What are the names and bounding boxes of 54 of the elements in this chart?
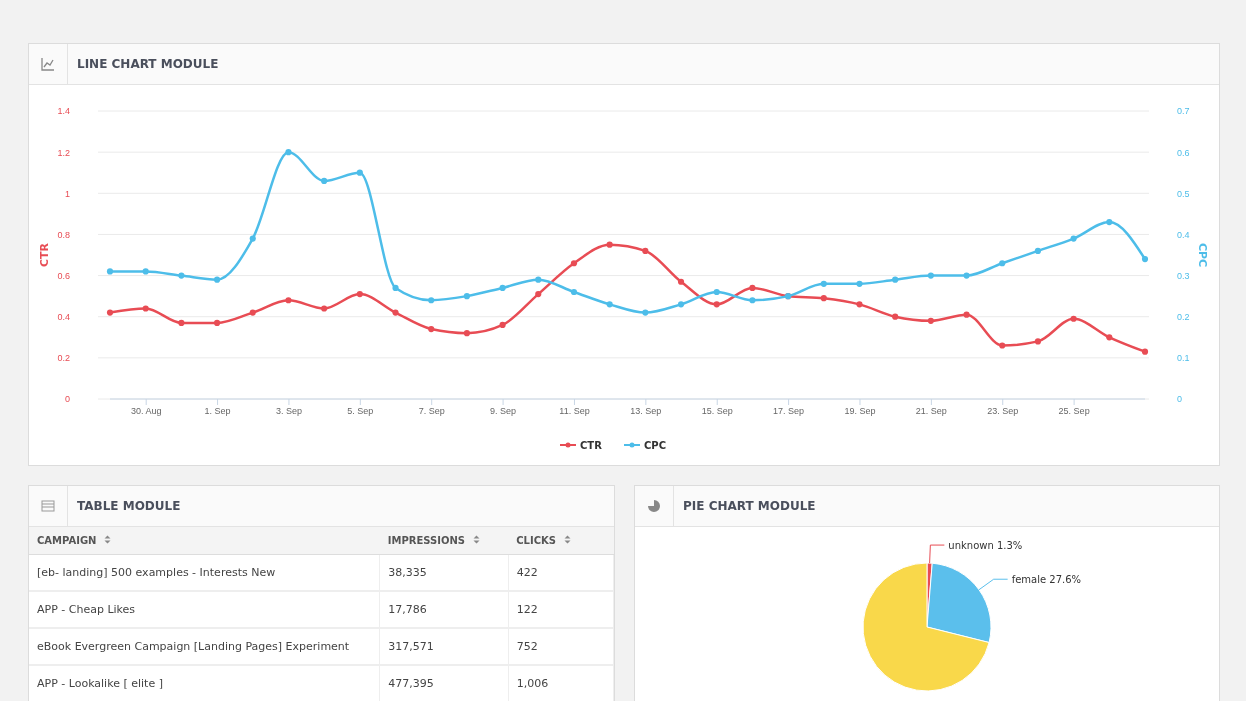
- y-tick-label: 0.4: [57, 312, 70, 323]
- category-label: IMPRESSIONS: [387, 535, 465, 546]
- x-tick-label: 1. Sep: [204, 406, 231, 417]
- x-tick-label: 5. Sep: [347, 406, 374, 417]
- y-tick-label: 0.2: [57, 353, 70, 364]
- legend-label: CTR: [580, 439, 603, 451]
- slice-label: unknown 1.3%: [948, 539, 1023, 551]
- x-tick-label: 25. Sep: [1058, 406, 1090, 417]
- x-tick-label: 19. Sep: [844, 406, 876, 417]
- x-tick-label: 30. Aug: [130, 406, 162, 417]
- y2-tick-label: 0.7: [1177, 106, 1190, 117]
- y2-axis-title: CPC: [1196, 242, 1209, 268]
- text: 422: [508, 554, 614, 591]
- y2-tick-label: 0.3: [1177, 270, 1190, 281]
- text: 477,395: [379, 665, 509, 701]
- y2-tick-label: 0.4: [1177, 229, 1190, 240]
- text: eBook Evergreen Campaign [Landing Pages] Experiment: [29, 628, 380, 665]
- x-tick-label: 3. Sep: [275, 406, 302, 417]
- text: [eb- landing] 500 examples - Interests New: [29, 554, 380, 591]
- x-tick-label: 15. Sep: [701, 406, 733, 417]
- x-tick-label: 9. Sep: [490, 406, 517, 417]
- category-label: CLICKS: [516, 535, 557, 546]
- text: 122: [508, 591, 614, 628]
- x-tick-label: 13. Sep: [630, 406, 662, 417]
- text: 1,006: [508, 665, 614, 701]
- legend-label: CPC: [644, 439, 667, 451]
- y-tick-label: 1.4: [57, 106, 70, 117]
- y2-tick-label: 0.6: [1177, 147, 1190, 158]
- y2-tick-label: 0.5: [1177, 188, 1190, 199]
- y-tick-label: 1.2: [57, 147, 70, 158]
- y2-tick-label: 0.2: [1177, 312, 1190, 323]
- text: TABLE MODULE: [77, 499, 181, 513]
- y-axis-title: CTR: [38, 242, 51, 268]
- x-tick-label: 17. Sep: [773, 406, 805, 417]
- y-tick-label: 0.8: [57, 229, 70, 240]
- slice-label: female 27.6%: [1011, 573, 1082, 585]
- y-tick-label: 0: [64, 394, 70, 405]
- y-tick-label: 1: [64, 188, 70, 199]
- y-tick-label: 0.6: [57, 270, 70, 281]
- x-tick-label: 7. Sep: [418, 406, 445, 417]
- y2-tick-label: 0: [1177, 394, 1183, 405]
- text: APP - Lookalike [ elite ]: [29, 665, 380, 701]
- text: PIE CHART MODULE: [683, 499, 816, 513]
- text: APP - Cheap Likes: [29, 591, 380, 628]
- text: 38,335: [379, 554, 509, 591]
- text: 752: [508, 628, 614, 665]
- x-tick-label: 23. Sep: [987, 406, 1019, 417]
- y2-tick-label: 0.1: [1177, 353, 1190, 364]
- category-label: CAMPAIGN: [37, 535, 97, 546]
- text: 17,786: [379, 591, 509, 628]
- x-tick-label: 21. Sep: [915, 406, 947, 417]
- chart-title: LINE CHART MODULE: [77, 57, 219, 71]
- text: 317,571: [379, 628, 509, 665]
- x-tick-label: 11. Sep: [559, 406, 590, 417]
